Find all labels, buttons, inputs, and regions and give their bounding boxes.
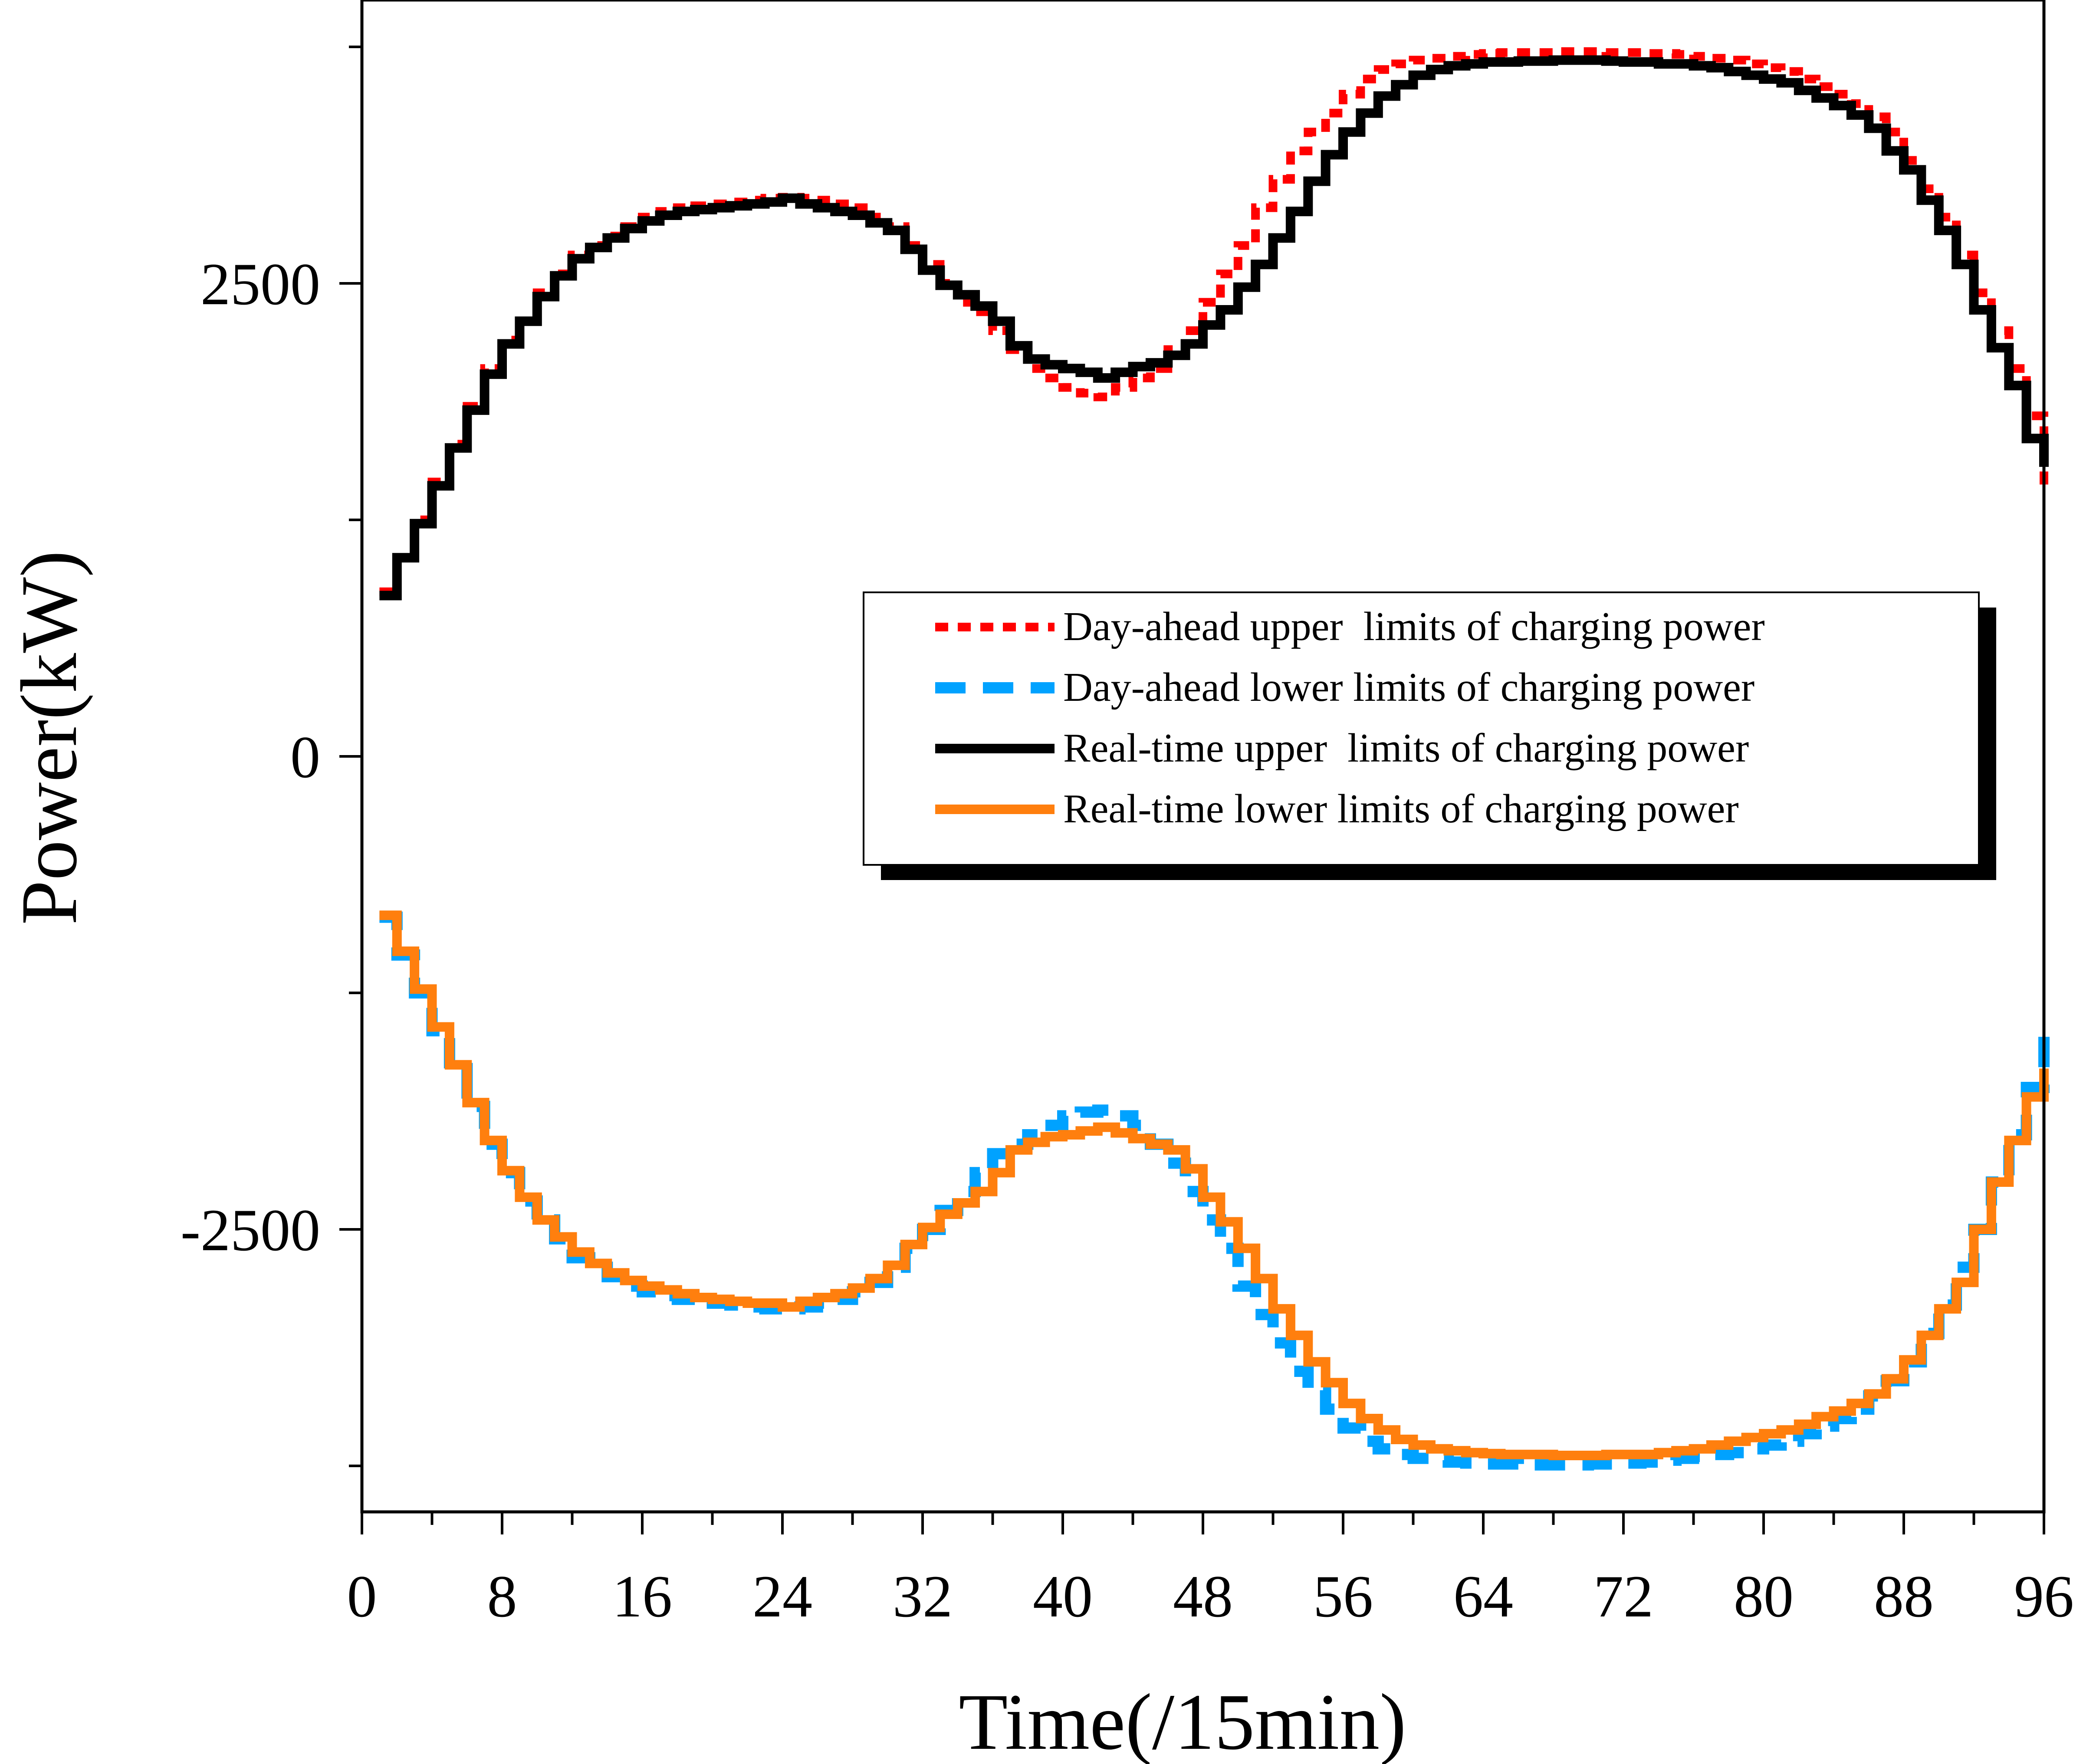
legend-label-0: Day-ahead upper limits of charging power <box>1063 604 1765 649</box>
x-tick-label: 80 <box>1734 1563 1794 1629</box>
series-line-1 <box>379 911 2050 1471</box>
x-tick-label: 16 <box>612 1563 672 1629</box>
series-line-3 <box>379 910 2049 1460</box>
legend-label-2: Real-time upper limits of charging power <box>1063 726 1749 771</box>
series-layer <box>379 47 2050 1471</box>
series-line-0 <box>379 47 2048 596</box>
x-tick-label: 40 <box>1033 1563 1093 1629</box>
x-tick-label: 0 <box>347 1563 377 1629</box>
x-tick-label: 32 <box>893 1563 953 1629</box>
x-tick-label: 8 <box>487 1563 517 1629</box>
x-axis-title: Time(/15min) <box>959 1678 1406 1764</box>
y-tick-label: 2500 <box>200 251 320 317</box>
legend-box <box>863 591 1980 866</box>
series-line-2 <box>379 55 2049 601</box>
x-tick-label: 88 <box>1874 1563 1934 1629</box>
x-tick-label: 48 <box>1173 1563 1233 1629</box>
x-tick-label: 72 <box>1593 1563 1653 1629</box>
legend-label-1: Day-ahead lower limits of charging power <box>1063 665 1754 710</box>
x-tick-label: 24 <box>752 1563 812 1629</box>
y-tick-label: -2500 <box>181 1197 320 1263</box>
x-tick-label: 96 <box>2014 1563 2074 1629</box>
y-tick-label: 0 <box>290 724 320 790</box>
y-axis: 2500 0 -2500 <box>181 46 362 1467</box>
x-axis: 0 8 16 24 32 40 48 56 64 72 80 88 96 <box>347 1512 2074 1629</box>
legend-items: Day-ahead upper limits of charging power… <box>935 604 1765 831</box>
x-tick-label: 56 <box>1313 1563 1373 1629</box>
y-axis-title: Power(kW) <box>5 550 94 925</box>
legend: Day-ahead upper limits of charging power… <box>863 591 1996 880</box>
x-tick-label: 64 <box>1453 1563 1513 1629</box>
legend-label-3: Real-time lower limits of charging power <box>1063 786 1739 831</box>
